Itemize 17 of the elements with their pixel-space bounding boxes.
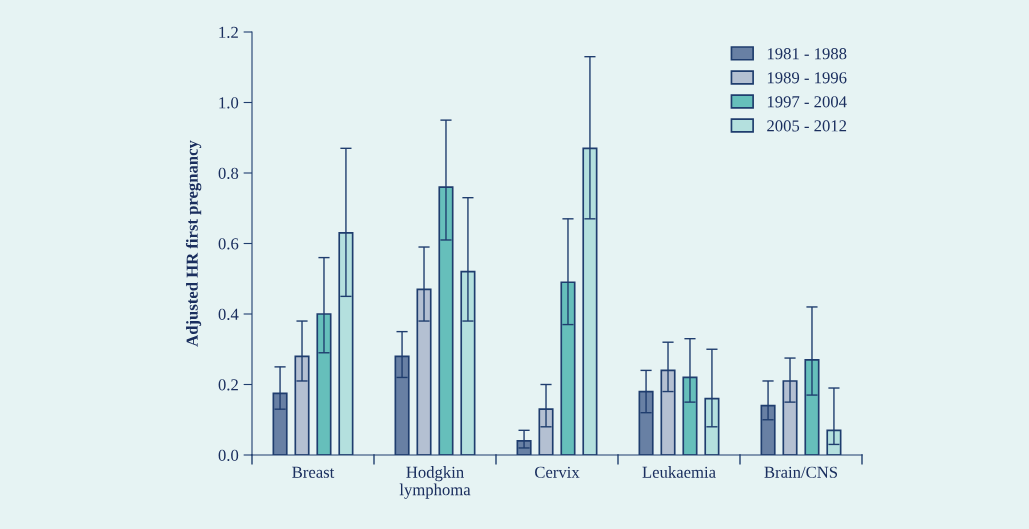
y-tick-label: 0.6: [218, 238, 239, 250]
x-tick-label: Leukaemia: [642, 466, 716, 478]
x-tick-label: Breast: [292, 466, 335, 478]
y-tick-label: 1.2: [219, 26, 238, 39]
legend-label: 2005 - 2012: [767, 120, 847, 132]
y-tick-label: 1.0: [219, 97, 239, 109]
y-tick-label: 0.2: [218, 379, 238, 391]
x-tick-label: Hodgkin lymphoma: [399, 466, 471, 499]
y-tick-label: 0.0: [218, 449, 239, 462]
y-tick-label: 0.4: [218, 308, 239, 321]
x-tick-label: Cervix: [535, 466, 580, 478]
legend-label: 1981 - 1988: [767, 48, 847, 60]
legend-label: 1989 - 1996: [767, 72, 847, 84]
legend-label: 1997 - 2004: [767, 96, 847, 108]
x-tick-label: Brain/CNS: [764, 466, 838, 478]
y-tick-label: 0.8: [218, 167, 239, 180]
y-axis-title: Adjusted HR first pregnancy: [185, 140, 202, 347]
